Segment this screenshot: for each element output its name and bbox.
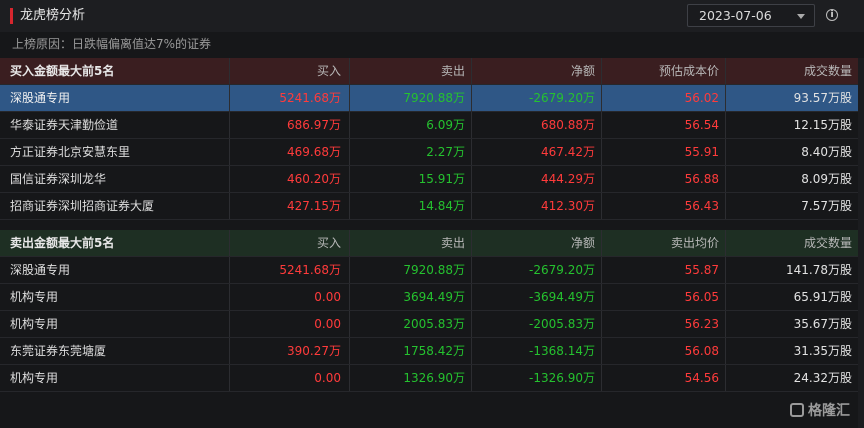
logo-icon [790,403,804,417]
table-row[interactable]: 华泰证券天津勤俭道 686.97万 6.09万 680.88万 56.54 12… [0,112,858,139]
column-header: 卖出金额最大前5名 [0,230,230,256]
seat-name: 国信证券深圳龙华 [0,166,230,192]
buy-amount: 427.15万 [230,193,350,219]
avg-sell-price: 56.08 [602,338,726,364]
buy-amount: 390.27万 [230,338,350,364]
column-header: 净额 [472,230,602,256]
table-row[interactable]: 深股通专用 5241.68万 7920.88万 -2679.20万 56.02 … [0,85,858,112]
sell-amount: 7920.88万 [350,85,472,111]
cost-price: 55.91 [602,139,726,165]
buy-amount: 5241.68万 [230,85,350,111]
net-amount: -2679.20万 [472,85,602,111]
column-header: 卖出 [350,58,472,84]
buy-amount: 0.00 [230,365,350,391]
avg-sell-price: 55.87 [602,257,726,283]
column-header: 成交数量 [803,64,852,78]
column-header: 买入 [230,58,350,84]
table-row[interactable]: 机构专用 0.00 3694.49万 -3694.49万 56.05 65.91… [0,284,858,311]
sell-amount: 1758.42万 [350,338,472,364]
table-row[interactable]: 东莞证券东莞塘厦 390.27万 1758.42万 -1368.14万 56.0… [0,338,858,365]
column-header: 预估成本价 [602,58,726,84]
header-bar: 龙虎榜分析 2023-07-06 i [0,0,864,32]
cost-price: 56.88 [602,166,726,192]
table-row[interactable]: 机构专用 0.00 1326.90万 -1326.90万 54.56 24.32… [0,365,858,392]
column-header: 卖出 [350,230,472,256]
watermark-logo: 格隆汇 [790,400,850,422]
column-header: 买入金额最大前5名 [0,58,230,84]
net-amount: -2679.20万 [472,257,602,283]
volume: 8.09万股 [801,172,852,186]
page-title: 龙虎榜分析 [20,8,86,23]
chevron-down-icon [797,14,805,19]
listing-reason: 上榜原因：日跌幅偏离值达7%的证券 [12,37,212,51]
buy-amount: 0.00 [230,284,350,310]
net-amount: 444.29万 [472,166,602,192]
avg-sell-price: 56.23 [602,311,726,337]
watermark-text: 格隆汇 [808,403,850,419]
net-amount: -1368.14万 [472,338,602,364]
seat-name: 招商证券深圳招商证券大厦 [0,193,230,219]
seat-name: 深股通专用 [0,85,230,111]
table-row[interactable]: 方正证券北京安慧东里 469.68万 2.27万 467.42万 55.91 8… [0,139,858,166]
net-amount: -3694.49万 [472,284,602,310]
column-header: 卖出均价 [602,230,726,256]
buy-amount: 5241.68万 [230,257,350,283]
table-row[interactable]: 国信证券深圳龙华 460.20万 15.91万 444.29万 56.88 8.… [0,166,858,193]
cost-price: 56.43 [602,193,726,219]
net-amount: 680.88万 [472,112,602,138]
seat-name: 东莞证券东莞塘厦 [0,338,230,364]
sell-amount: 14.84万 [350,193,472,219]
volume: 35.67万股 [793,317,852,331]
buy-amount: 469.68万 [230,139,350,165]
volume: 7.57万股 [801,199,852,213]
column-header: 买入 [230,230,350,256]
buy-table-header: 买入金额最大前5名 买入 卖出 净额 预估成本价 成交数量 [0,58,858,85]
cost-price: 56.02 [602,85,726,111]
sell-amount: 6.09万 [350,112,472,138]
date-select[interactable]: 2023-07-06 [687,4,815,27]
seat-name: 机构专用 [0,311,230,337]
avg-sell-price: 56.05 [602,284,726,310]
seat-name: 深股通专用 [0,257,230,283]
volume: 12.15万股 [793,118,852,132]
net-amount: 467.42万 [472,139,602,165]
sell-top5-table: 卖出金额最大前5名 买入 卖出 净额 卖出均价 成交数量 深股通专用 5241.… [0,230,858,392]
buy-top5-table: 买入金额最大前5名 买入 卖出 净额 预估成本价 成交数量 深股通专用 5241… [0,58,858,220]
title-accent-bar [10,8,13,24]
scrollbar[interactable] [858,58,864,428]
info-icon[interactable]: i [826,9,838,21]
column-header: 成交数量 [803,236,852,250]
avg-sell-price: 54.56 [602,365,726,391]
volume: 93.57万股 [793,91,852,105]
sell-amount: 3694.49万 [350,284,472,310]
seat-name: 机构专用 [0,284,230,310]
sell-amount: 2.27万 [350,139,472,165]
sell-amount: 1326.90万 [350,365,472,391]
volume: 24.32万股 [793,371,852,385]
seat-name: 机构专用 [0,365,230,391]
table-row[interactable]: 招商证券深圳招商证券大厦 427.15万 14.84万 412.30万 56.4… [0,193,858,220]
cost-price: 56.54 [602,112,726,138]
seat-name: 华泰证券天津勤俭道 [0,112,230,138]
seat-name: 方正证券北京安慧东里 [0,139,230,165]
buy-amount: 460.20万 [230,166,350,192]
sell-amount: 15.91万 [350,166,472,192]
buy-amount: 0.00 [230,311,350,337]
net-amount: -1326.90万 [472,365,602,391]
sell-amount: 7920.88万 [350,257,472,283]
net-amount: 412.30万 [472,193,602,219]
volume: 31.35万股 [793,344,852,358]
volume: 65.91万股 [793,290,852,304]
volume: 141.78万股 [786,263,852,277]
net-amount: -2005.83万 [472,311,602,337]
volume: 8.40万股 [801,145,852,159]
buy-amount: 686.97万 [230,112,350,138]
table-row[interactable]: 深股通专用 5241.68万 7920.88万 -2679.20万 55.87 … [0,257,858,284]
column-header: 净额 [472,58,602,84]
sell-table-header: 卖出金额最大前5名 买入 卖出 净额 卖出均价 成交数量 [0,230,858,257]
date-value: 2023-07-06 [699,8,772,23]
table-row[interactable]: 机构专用 0.00 2005.83万 -2005.83万 56.23 35.67… [0,311,858,338]
sell-amount: 2005.83万 [350,311,472,337]
